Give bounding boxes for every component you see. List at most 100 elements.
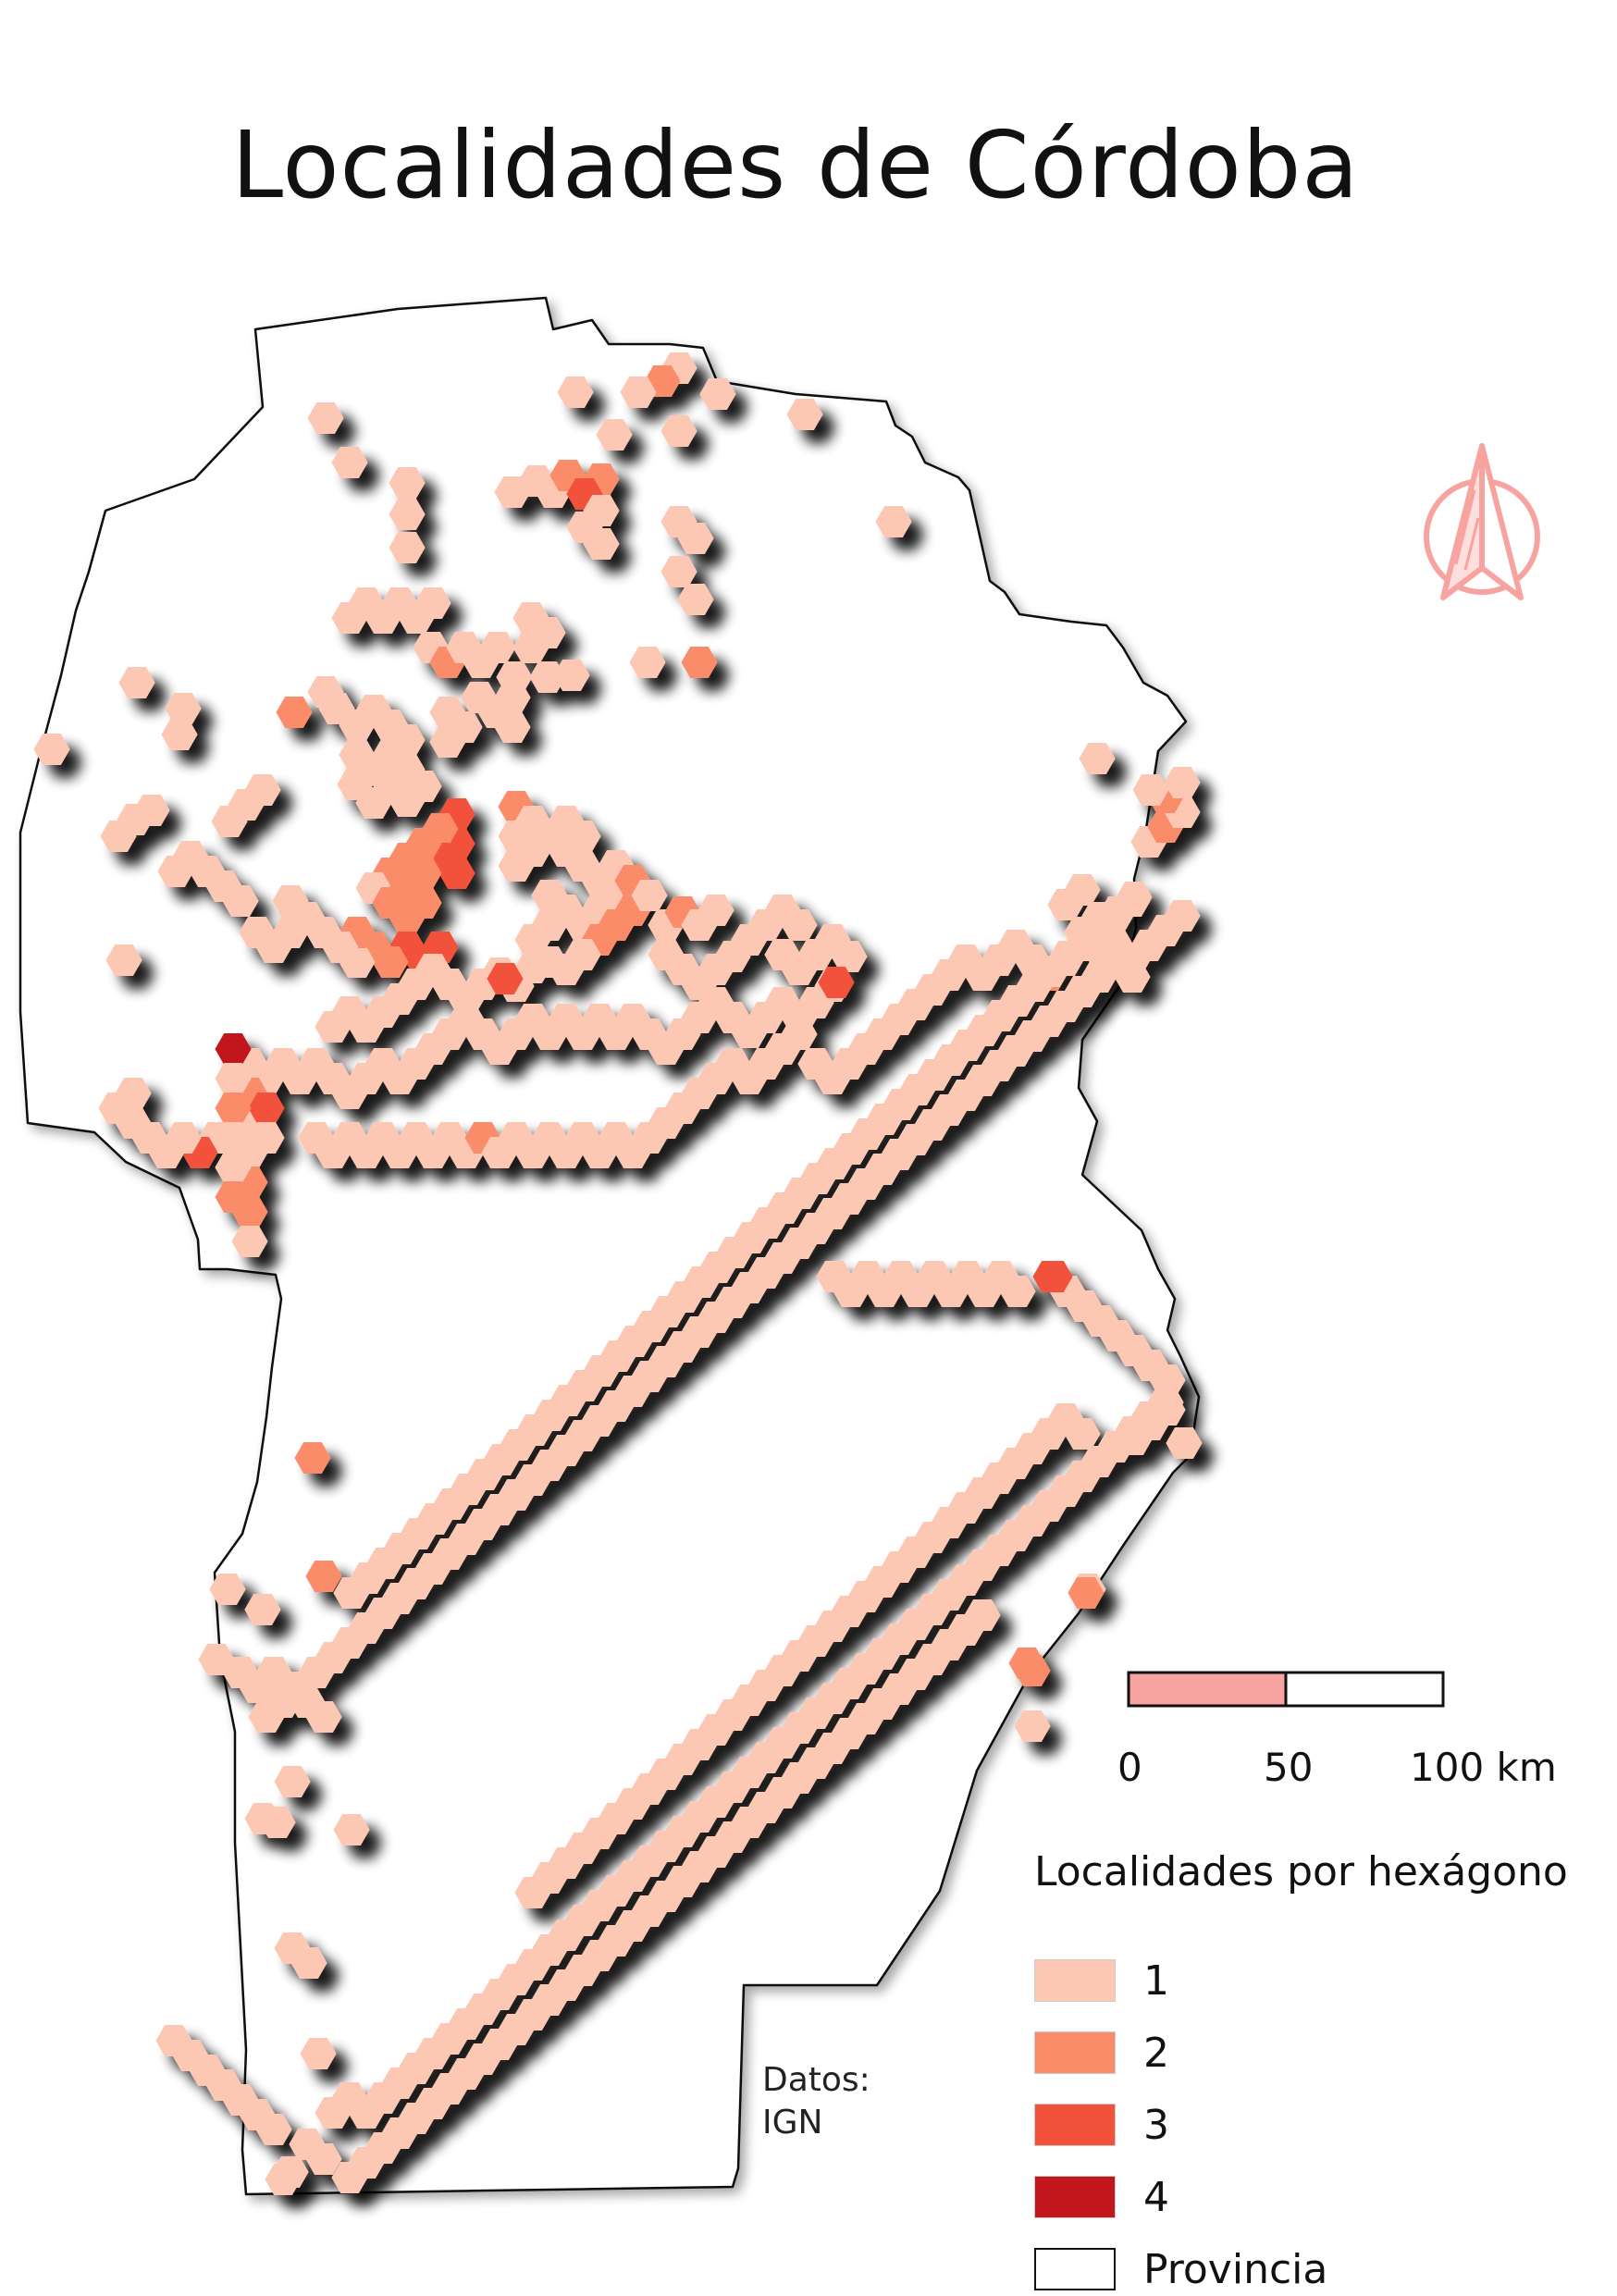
- hexagon-cell: [244, 1803, 281, 1834]
- hexagon-cell: [677, 523, 714, 554]
- hexagon-cell: [300, 2038, 337, 2069]
- hexagon-cell: [117, 804, 154, 835]
- scale-bar-segment-1: [1127, 1671, 1288, 1708]
- hexagon-cell: [331, 447, 368, 478]
- hexagon-cell: [305, 1561, 342, 1592]
- hexagon-cell: [620, 376, 657, 408]
- hexagon-cell: [999, 1276, 1036, 1307]
- hexagon-cell: [405, 887, 442, 919]
- hexagon-cell: [677, 584, 714, 615]
- legend-item-3: 3: [1034, 2098, 1169, 2152]
- hexagon-cell: [681, 647, 718, 678]
- hexagon-cell: [818, 967, 855, 998]
- hexagon-cell: [1008, 1648, 1045, 1679]
- hexagon-cell: [157, 856, 194, 887]
- legend-label: Provincia: [1143, 2245, 1328, 2293]
- hexagon-cell: [389, 499, 426, 530]
- hexagon-cell: [331, 2162, 368, 2193]
- hexagon-cell: [272, 885, 309, 917]
- hexagon-cell: [529, 617, 566, 648]
- hexagon-cell: [389, 467, 426, 499]
- legend-title: Localidades por hexágono: [1034, 1848, 1568, 1895]
- hexagon-cell: [1132, 774, 1169, 806]
- hexagon-cell: [389, 532, 426, 563]
- scale-bar: [1127, 1671, 1445, 1708]
- hexagon-cell: [215, 1181, 252, 1213]
- hexagon-cell: [1164, 767, 1201, 798]
- legend-swatch-2: [1034, 2031, 1116, 2074]
- scale-label-0: 0: [1117, 1745, 1142, 1790]
- hexagon-cell: [222, 1657, 259, 1688]
- hexagon-cell: [529, 661, 566, 693]
- hexagon-cell: [239, 917, 276, 948]
- hexagon-cell: [315, 1011, 352, 1043]
- hexagon-cell: [307, 402, 344, 434]
- source-line-2: IGN: [762, 2104, 823, 2142]
- hexagon-cell: [414, 587, 451, 619]
- hexagon-cell: [875, 506, 912, 537]
- hexagon-cell: [553, 660, 590, 691]
- hexagon-cell: [305, 1701, 342, 1733]
- hexagon-cell: [786, 399, 823, 430]
- hexagon-cell: [161, 719, 198, 750]
- hexagon-cell: [1036, 1261, 1073, 1292]
- legend-swatch-1: [1034, 1959, 1116, 2002]
- hexagon-cell: [294, 1442, 331, 1474]
- hexagon-cell: [699, 378, 736, 410]
- hexagon-cell: [596, 419, 633, 451]
- hexagon-cell: [831, 941, 868, 972]
- legend-item-2: 2: [1034, 2026, 1169, 2080]
- scale-label-50: 50: [1264, 1745, 1314, 1790]
- hexagon-layer: [33, 352, 1203, 2195]
- hexagon-cell: [105, 944, 142, 976]
- hexagon-cell: [1164, 900, 1201, 932]
- hexagon-cell: [118, 667, 155, 698]
- hexagon-cell: [274, 1766, 311, 1797]
- hexagon-cell: [33, 734, 70, 765]
- hexagon-cell: [244, 774, 281, 806]
- hexagon-cell: [1068, 1577, 1105, 1609]
- data-source: Datos: IGN: [762, 2059, 870, 2144]
- hexagon-cell: [290, 1947, 327, 1979]
- hexagon-cell: [405, 771, 442, 802]
- hexagon-cell: [557, 376, 594, 408]
- scale-label-100: 100 km: [1410, 1745, 1557, 1790]
- hexagon-cell: [494, 711, 531, 743]
- legend-swatch-provincia: [1034, 2248, 1116, 2290]
- hexagon-cell: [1116, 882, 1153, 913]
- hexagon-cell: [629, 647, 666, 678]
- legend-item-1: 1: [1034, 1954, 1169, 2007]
- hexagon-cell: [697, 895, 734, 926]
- hexagon-cell: [276, 697, 313, 728]
- hexagon-cell: [660, 415, 697, 447]
- hexagon-cell: [1166, 1427, 1203, 1459]
- hexagon-cell: [209, 1574, 246, 1605]
- legend-label: 3: [1143, 2101, 1169, 2149]
- source-line-1: Datos:: [762, 2061, 870, 2099]
- hexagon-cell: [244, 1594, 281, 1625]
- hexagon-cell: [429, 726, 466, 758]
- hexagon-cell: [583, 528, 620, 560]
- hexagon-cell: [155, 2025, 192, 2056]
- map-title: Localidades de Córdoba: [231, 111, 1360, 219]
- north-arrow-icon: [1424, 443, 1540, 600]
- hexagon-cell: [289, 2129, 326, 2160]
- hexagon-cell: [1014, 1710, 1051, 1742]
- legend-label: 1: [1143, 1957, 1169, 2005]
- legend-label: 2: [1143, 2029, 1169, 2077]
- legend-swatch-3: [1034, 2104, 1116, 2146]
- hexagon-cell: [494, 476, 531, 508]
- legend-item-provincia: Provincia: [1034, 2242, 1327, 2296]
- hexagon-cell: [231, 1226, 268, 1257]
- legend-label: 4: [1143, 2173, 1169, 2221]
- hexagon-cell: [98, 1092, 135, 1124]
- hexagon-cell: [1079, 743, 1116, 774]
- scale-bar-segment-2: [1284, 1671, 1445, 1708]
- hexagon-cell: [333, 1814, 370, 1845]
- hexagon-cell: [165, 693, 202, 724]
- hexagon-cell: [487, 963, 524, 994]
- legend-swatch-4: [1034, 2176, 1116, 2218]
- hexagon-cell: [514, 1877, 551, 1908]
- hexagon-cell: [1147, 1387, 1184, 1418]
